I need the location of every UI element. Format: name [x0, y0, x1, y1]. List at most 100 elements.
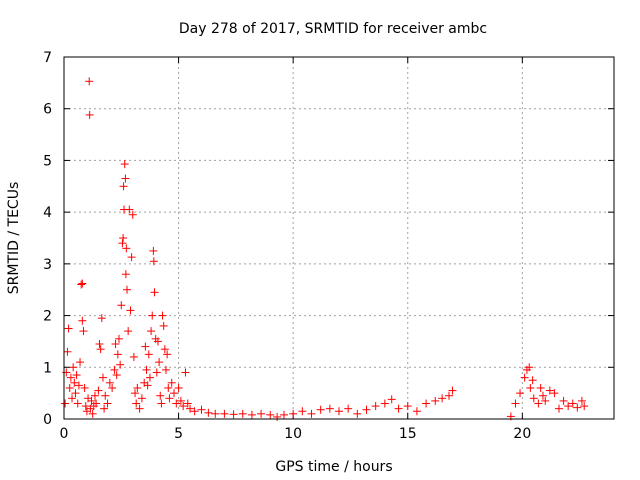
- data-point: [238, 409, 247, 418]
- data-point: [412, 407, 421, 416]
- x-tick-label: 5: [174, 426, 183, 442]
- data-point: [135, 404, 144, 413]
- data-point: [85, 77, 94, 86]
- data-point: [371, 402, 380, 411]
- data-point: [71, 389, 80, 398]
- data-point: [147, 327, 156, 336]
- data-point: [160, 345, 169, 354]
- data-point: [577, 396, 586, 405]
- data-point: [580, 402, 589, 411]
- data-point: [70, 378, 79, 387]
- data-point: [307, 409, 316, 418]
- data-point: [190, 407, 199, 416]
- data-point: [128, 210, 137, 219]
- data-point: [105, 378, 114, 387]
- data-point: [247, 410, 256, 419]
- data-point: [541, 396, 550, 405]
- data-point: [79, 327, 88, 336]
- data-point: [133, 383, 142, 392]
- data-points: [61, 77, 589, 421]
- data-point: [144, 350, 153, 359]
- data-point: [520, 373, 529, 382]
- y-tick-label: 7: [43, 50, 52, 66]
- data-point: [100, 404, 109, 413]
- data-point: [353, 409, 362, 418]
- y-tick-label: 1: [43, 360, 52, 376]
- data-point: [534, 399, 543, 408]
- data-point: [69, 363, 78, 372]
- data-point: [163, 350, 172, 359]
- data-point: [344, 404, 353, 413]
- data-point: [197, 405, 206, 414]
- data-point: [125, 205, 134, 214]
- data-point: [438, 394, 447, 403]
- data-point: [445, 391, 453, 400]
- data-point: [88, 409, 97, 418]
- data-point: [119, 182, 128, 191]
- data-point: [117, 301, 126, 310]
- data-point: [108, 383, 117, 392]
- data-point: [72, 371, 81, 380]
- data-point: [127, 253, 136, 262]
- data-point: [118, 239, 127, 248]
- data-point: [403, 402, 412, 411]
- data-point: [111, 340, 120, 349]
- data-point: [92, 399, 101, 408]
- data-point: [62, 368, 71, 377]
- data-point: [142, 365, 151, 374]
- data-point: [78, 316, 87, 325]
- y-tick-label: 2: [43, 309, 52, 325]
- data-point: [148, 311, 157, 320]
- data-point: [112, 371, 121, 380]
- data-point: [568, 399, 577, 408]
- data-point: [141, 342, 150, 351]
- x-axis-label: GPS time / hours: [275, 459, 392, 475]
- data-point: [157, 399, 166, 408]
- y-tick-labels: 0 1 2 3 4 5 6 7: [43, 50, 52, 428]
- data-point: [113, 350, 122, 359]
- data-point: [145, 373, 154, 382]
- data-point: [120, 160, 129, 169]
- data-point: [90, 391, 99, 400]
- data-point: [95, 340, 104, 349]
- y-tick-label: 4: [43, 205, 52, 221]
- data-point: [85, 110, 94, 119]
- data-point: [153, 337, 162, 346]
- data-point: [143, 381, 152, 390]
- data-point: [121, 270, 130, 279]
- data-point: [126, 306, 135, 315]
- data-point: [257, 409, 266, 418]
- data-point: [387, 395, 396, 404]
- data-point: [96, 345, 105, 354]
- grid-lines: [64, 57, 614, 419]
- data-point: [179, 402, 188, 411]
- data-point: [229, 410, 238, 419]
- data-point: [98, 373, 107, 382]
- data-point: [211, 409, 220, 418]
- data-point: [186, 404, 195, 413]
- data-point: [121, 174, 130, 183]
- data-point: [538, 391, 547, 400]
- data-point: [129, 352, 138, 361]
- data-point: [528, 376, 537, 385]
- data-point: [573, 403, 582, 412]
- data-point: [149, 257, 158, 266]
- data-point: [103, 399, 112, 408]
- data-point: [63, 347, 72, 356]
- data-point: [516, 389, 525, 398]
- data-point: [80, 383, 89, 392]
- data-point: [156, 391, 165, 400]
- data-point: [116, 360, 125, 369]
- data-point: [172, 399, 181, 408]
- data-point: [150, 288, 159, 297]
- data-point: [298, 407, 307, 416]
- data-point: [170, 389, 178, 398]
- x-tick-label: 15: [399, 426, 417, 442]
- data-point: [164, 383, 173, 392]
- data-point: [66, 373, 75, 382]
- data-point: [76, 358, 85, 367]
- data-point: [65, 383, 74, 392]
- data-point: [123, 285, 132, 294]
- data-point: [158, 311, 167, 320]
